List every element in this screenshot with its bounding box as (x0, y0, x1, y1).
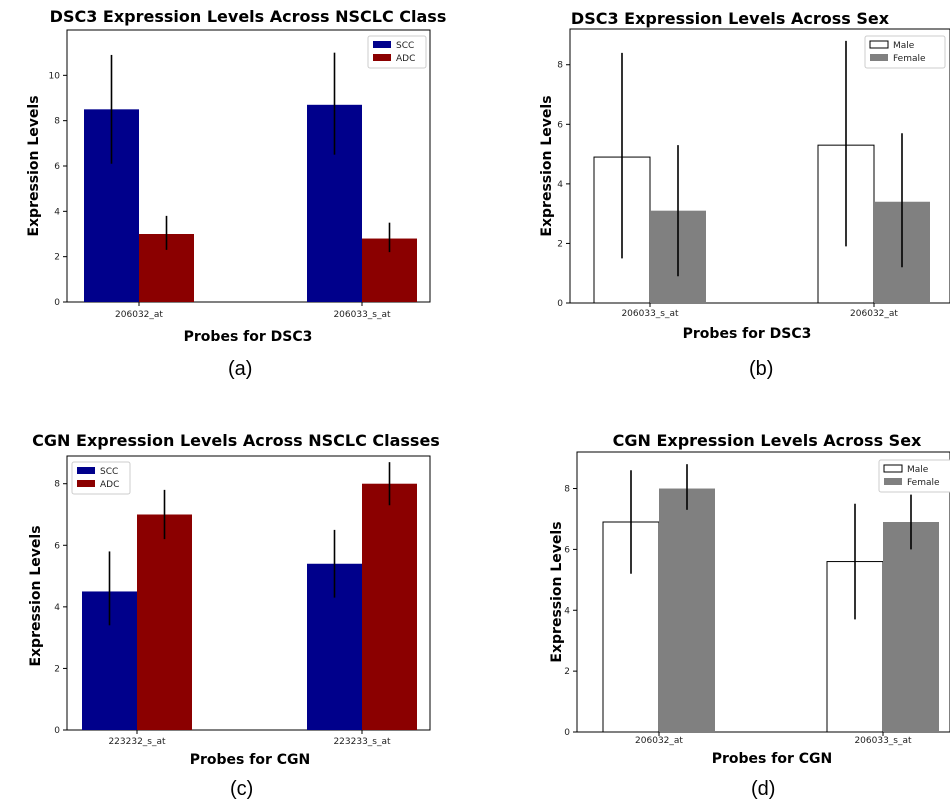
legend-label: Male (907, 465, 929, 475)
chart-panel-c: 0 2 4 6 8 223232_s_at 223233_s_at CGN Expressio… (0, 406, 475, 812)
y-tick-label: 0 (54, 298, 60, 308)
x-axis-label: Probes for DSC3 (683, 326, 812, 342)
caption-b: (b) (749, 358, 774, 380)
y-tick-label: 6 (54, 541, 60, 551)
chart-title: DSC3 Expression Levels Across NSCLC Clas… (50, 7, 447, 26)
legend-label: ADC (396, 54, 415, 64)
y-tick-label: 6 (557, 120, 563, 130)
y-tick-label: 4 (54, 207, 60, 217)
y-tick-label: 10 (49, 71, 61, 81)
x-tick-label: 206032_at (635, 736, 683, 746)
legend-swatch (869, 40, 889, 49)
y-tick-label: 2 (54, 253, 60, 263)
chart-panel-b: 0 2 4 6 8 206033_s_at 206032_at DSC3 Expression… (475, 0, 950, 406)
chart-panel-d: 0 2 4 6 8 206032_at 206033_s_at CGN Expression … (475, 406, 950, 812)
x-tick-label: 206032_at (850, 309, 898, 319)
bar (883, 522, 939, 732)
y-axis-label: Expression Levels (549, 521, 565, 662)
y-tick-label: 8 (564, 485, 570, 495)
y-tick-label: 8 (54, 117, 60, 127)
legend-swatch (883, 464, 903, 473)
x-tick-label: 206032_at (115, 310, 163, 320)
y-tick-label: 4 (557, 180, 563, 190)
legend-label: ADC (100, 480, 119, 490)
y-tick-label: 8 (557, 61, 563, 71)
y-tick-label: 2 (54, 664, 60, 674)
y-tick-label: 0 (564, 728, 570, 738)
y-tick-label: 4 (564, 606, 570, 616)
x-axis-label: Probes for CGN (190, 752, 310, 768)
x-tick-label: 206033_s_at (333, 310, 391, 320)
legend-label: Female (893, 54, 926, 64)
x-axis-label: Probes for DSC3 (184, 329, 313, 345)
legend-label: SCC (396, 41, 414, 51)
bar (659, 488, 715, 732)
y-axis-label: Expression Levels (28, 525, 44, 666)
y-tick-label: 4 (54, 603, 60, 613)
x-axis-label: Probes for CGN (712, 751, 832, 767)
bar (362, 483, 417, 730)
y-tick-label: 6 (564, 545, 570, 555)
chart-panel-a: 0 2 4 6 8 10 206032_at 206033_s_at DSC3 Expressi… (0, 0, 475, 406)
y-axis-label: Expression Levels (26, 95, 42, 236)
chart-title: DSC3 Expression Levels Across Sex (571, 9, 890, 28)
bar (137, 514, 192, 730)
legend-swatch (373, 41, 391, 48)
legend-label: Male (893, 41, 915, 51)
chart-b: 0 2 4 6 8 206033_s_at 206032_at DSC3 Expression… (539, 9, 950, 342)
caption-d: (d) (751, 778, 776, 800)
x-tick-label: 223232_s_at (108, 737, 166, 747)
caption-a: (a) (228, 358, 253, 380)
x-tick-label: 206033_s_at (621, 309, 679, 319)
legend-swatch (77, 467, 95, 474)
y-tick-label: 8 (54, 480, 60, 490)
y-tick-label: 2 (557, 239, 563, 249)
plot-frame (66, 455, 431, 731)
caption-c: (c) (230, 778, 254, 800)
chart-d: 0 2 4 6 8 206032_at 206033_s_at CGN Expression … (549, 431, 950, 767)
legend-swatch (373, 54, 391, 61)
plot-frame (569, 28, 950, 304)
y-tick-label: 0 (54, 726, 60, 736)
legend-swatch (870, 54, 888, 61)
plot-frame (576, 451, 950, 733)
y-tick-label: 6 (54, 162, 60, 172)
y-tick-label: 0 (557, 299, 563, 309)
x-tick-label: 223233_s_at (333, 737, 391, 747)
chart-title: CGN Expression Levels Across Sex (613, 431, 922, 450)
chart-title: CGN Expression Levels Across NSCLC Class… (32, 431, 440, 450)
y-tick-label: 2 (564, 667, 570, 677)
legend-swatch (77, 480, 95, 487)
y-axis-label: Expression Levels (539, 95, 555, 236)
chart-c: 0 2 4 6 8 223232_s_at 223233_s_at CGN Expressio… (28, 431, 440, 768)
legend-label: Female (907, 478, 940, 488)
x-tick-label: 206033_s_at (854, 736, 912, 746)
legend-label: SCC (100, 467, 118, 477)
chart-a: 0 2 4 6 8 10 206032_at 206033_s_at DSC3 Expressi… (26, 7, 447, 345)
legend-swatch (884, 478, 902, 485)
